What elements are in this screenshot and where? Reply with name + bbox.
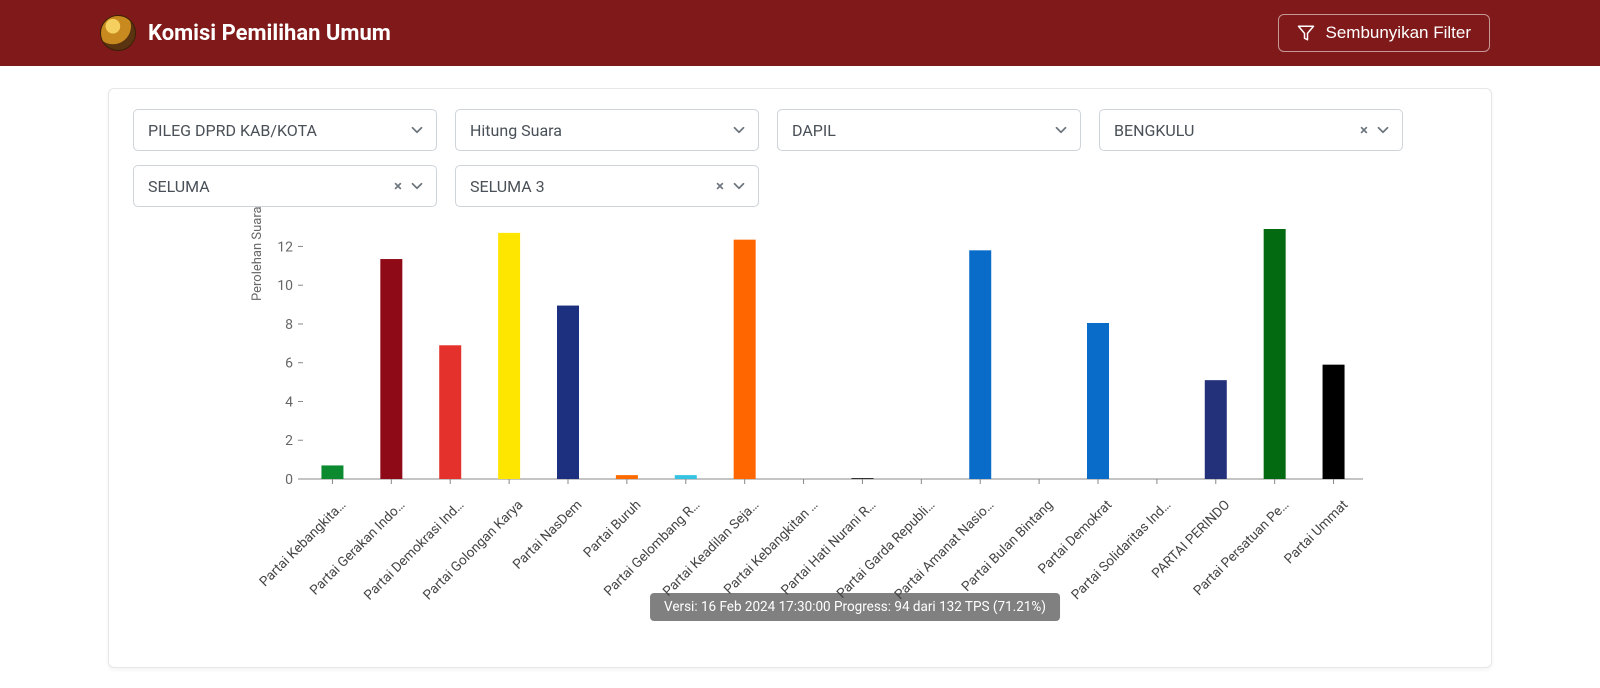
filter-select-value: BENGKULU xyxy=(1114,121,1194,140)
chart-bar[interactable] xyxy=(969,250,991,479)
chevron-down-icon xyxy=(1052,121,1070,139)
clear-icon[interactable]: × xyxy=(716,177,724,195)
chart-bar[interactable] xyxy=(1323,365,1345,479)
chevron-down-icon xyxy=(408,177,426,195)
svg-text:6: 6 xyxy=(285,356,293,372)
clear-icon[interactable]: × xyxy=(394,177,402,195)
filter-icon xyxy=(1297,24,1315,42)
filter-select[interactable]: BENGKULU × xyxy=(1099,109,1403,151)
chevron-down-icon xyxy=(408,121,426,139)
y-axis-label: Perolehan Suara xyxy=(250,206,265,301)
filter-row-2: SELUMA × SELUMA 3 × xyxy=(133,165,1467,207)
svg-text:2: 2 xyxy=(285,433,293,449)
app-title: Komisi Pemilihan Umum xyxy=(148,21,391,46)
filter-select[interactable]: PILEG DPRD KAB/KOTA xyxy=(133,109,437,151)
chart-bar[interactable] xyxy=(1264,229,1286,479)
filter-select[interactable]: Hitung Suara xyxy=(455,109,759,151)
x-axis-label: Partai Persatuan Pe… xyxy=(1160,497,1292,629)
filter-select-value: PILEG DPRD KAB/KOTA xyxy=(148,121,317,140)
filter-select[interactable]: SELUMA × xyxy=(133,165,437,207)
chart-bar[interactable] xyxy=(734,240,756,479)
toggle-filter-button[interactable]: Sembunyikan Filter xyxy=(1278,14,1490,52)
chart-bar[interactable] xyxy=(498,233,520,479)
svg-text:8: 8 xyxy=(285,317,293,333)
filter-select-value: DAPIL xyxy=(792,121,836,140)
filter-select[interactable]: SELUMA 3 × xyxy=(455,165,759,207)
x-axis-label: Partai Ummat xyxy=(1219,497,1351,629)
chart-bar[interactable] xyxy=(321,465,343,479)
chart-bar[interactable] xyxy=(380,259,402,479)
filter-select[interactable]: DAPIL xyxy=(777,109,1081,151)
x-axis-label: Partai Keadilan Seja… xyxy=(630,497,762,629)
svg-text:4: 4 xyxy=(285,394,293,410)
chart-bar[interactable] xyxy=(851,478,873,479)
bar-chart-svg: 0 2 4 6 8 10 12 xyxy=(243,221,1363,491)
app-header: Komisi Pemilihan Umum Sembunyikan Filter xyxy=(0,0,1600,66)
filter-select-value: SELUMA 3 xyxy=(470,177,545,196)
svg-text:10: 10 xyxy=(277,278,293,294)
clear-icon[interactable]: × xyxy=(1360,121,1368,139)
svg-text:12: 12 xyxy=(277,239,293,255)
svg-text:0: 0 xyxy=(285,472,293,488)
chevron-down-icon xyxy=(1374,121,1392,139)
chart-bar[interactable] xyxy=(616,475,638,479)
x-axis-labels: Partai Kebangkita…Partai Gerakan Indo…Pa… xyxy=(243,491,1363,651)
chart-bar[interactable] xyxy=(675,475,697,479)
toggle-filter-label: Sembunyikan Filter xyxy=(1325,23,1471,43)
filter-select-value: Hitung Suara xyxy=(470,121,562,140)
chart-bar[interactable] xyxy=(1205,380,1227,479)
filter-select-value: SELUMA xyxy=(148,177,210,196)
kpu-logo xyxy=(100,15,136,51)
chart-bar[interactable] xyxy=(1087,323,1109,479)
chevron-down-icon xyxy=(730,177,748,195)
chart-bar[interactable] xyxy=(439,345,461,479)
chart-area: Perolehan Suara 024681012 Versi: 16 Feb … xyxy=(243,221,1467,651)
chart-bar[interactable] xyxy=(557,306,579,479)
content-card: PILEG DPRD KAB/KOTA Hitung Suara DAPIL BENG… xyxy=(108,88,1492,668)
chevron-down-icon xyxy=(730,121,748,139)
filter-row-1: PILEG DPRD KAB/KOTA Hitung Suara DAPIL BENG… xyxy=(133,109,1467,151)
